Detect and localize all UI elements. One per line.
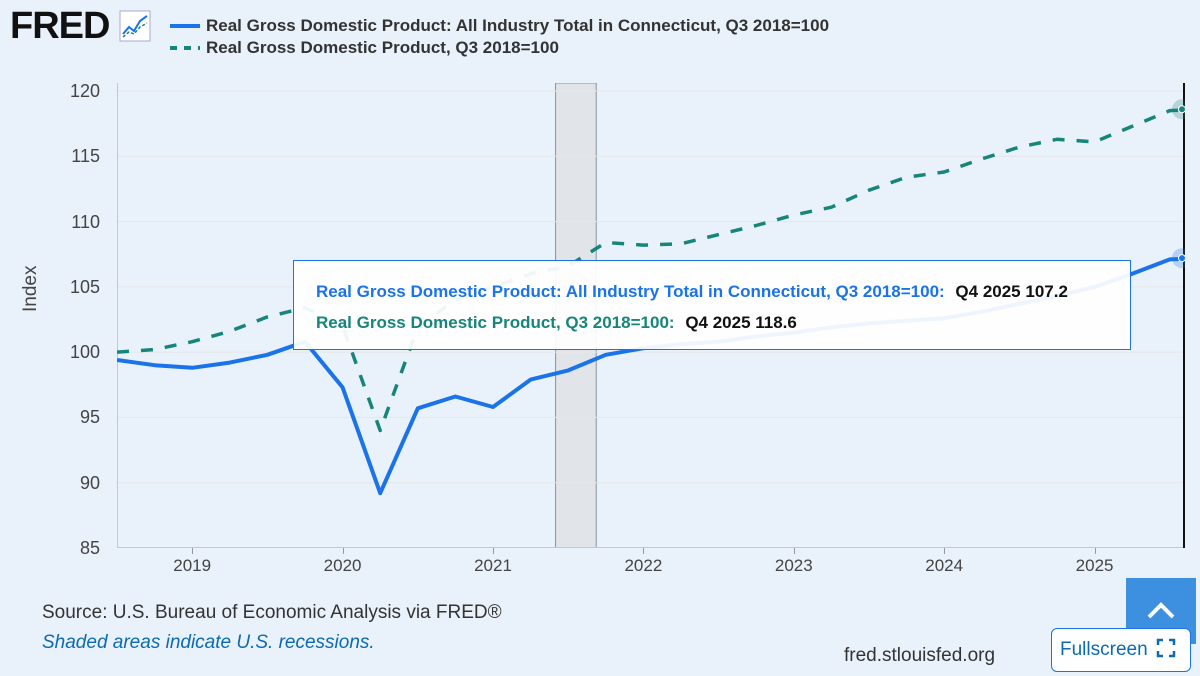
site-url[interactable]: fred.stlouisfed.org bbox=[844, 645, 996, 666]
tooltip-value-ct: Q4 2025 107.2 bbox=[955, 282, 1068, 301]
x-tick-mark-2020 bbox=[342, 548, 344, 554]
fred-logo[interactable]: FRED bbox=[10, 5, 110, 47]
source-note: Source: U.S. Bureau of Economic Analysis… bbox=[42, 602, 502, 623]
tooltip-row-us: Real Gross Domestic Product, Q3 2018=100… bbox=[316, 313, 797, 333]
x-tick-mark-2024 bbox=[944, 548, 946, 554]
y-tick-115: 115 bbox=[71, 146, 100, 167]
y-tick-100: 100 bbox=[69, 342, 100, 363]
y-tick-95: 95 bbox=[79, 407, 100, 428]
y-tick-120: 120 bbox=[69, 81, 100, 101]
x-tick-2025: 2025 bbox=[1075, 556, 1114, 575]
legend-item-us-gdp[interactable]: Real Gross Domestic Product, Q3 2018=100 bbox=[206, 38, 559, 57]
x-tick-mark-2025 bbox=[1094, 548, 1096, 554]
line-chart-icon bbox=[119, 10, 151, 42]
end-point-1 bbox=[1178, 105, 1185, 114]
x-tick-2021: 2021 bbox=[474, 556, 512, 575]
recession-note: Shaded areas indicate U.S. recessions. bbox=[42, 632, 375, 653]
x-tick-2023: 2023 bbox=[774, 556, 813, 575]
y-tick-85: 85 bbox=[79, 538, 100, 558]
tooltip-value-us: Q4 2025 118.6 bbox=[685, 313, 797, 332]
x-tick-2019: 2019 bbox=[173, 556, 212, 575]
fullscreen-label: Fullscreen bbox=[1060, 639, 1148, 660]
y-tick-90: 90 bbox=[79, 472, 100, 493]
chevron-up-icon bbox=[1147, 602, 1175, 619]
tooltip-row-ct: Real Gross Domestic Product: All Industr… bbox=[316, 282, 1068, 302]
tooltip-label-us: Real Gross Domestic Product, Q3 2018=100… bbox=[316, 313, 675, 332]
x-tick-mark-2021 bbox=[493, 548, 494, 554]
chart-tooltip: Real Gross Domestic Product: All Industr… bbox=[293, 260, 1131, 350]
fullscreen-button[interactable]: Fullscreen bbox=[1051, 628, 1191, 672]
x-tick-2022: 2022 bbox=[624, 556, 663, 575]
y-tick-110: 110 bbox=[71, 211, 100, 232]
y-tick-105: 105 bbox=[69, 276, 100, 297]
x-tick-2020: 2020 bbox=[323, 556, 362, 575]
series-line-1 bbox=[117, 108, 1185, 433]
x-tick-mark-2023 bbox=[793, 548, 795, 554]
x-tick-mark-2022 bbox=[643, 548, 645, 554]
x-tick-2024: 2024 bbox=[925, 556, 964, 575]
x-tick-mark-2019 bbox=[192, 548, 194, 554]
legend-item-ct-gdp[interactable]: Real Gross Domestic Product: All Industr… bbox=[206, 16, 830, 35]
legend-swatches bbox=[170, 24, 200, 50]
end-point-0 bbox=[1178, 254, 1185, 263]
expand-icon bbox=[1156, 638, 1176, 658]
tooltip-label-ct: Real Gross Domestic Product: All Industr… bbox=[316, 282, 945, 301]
